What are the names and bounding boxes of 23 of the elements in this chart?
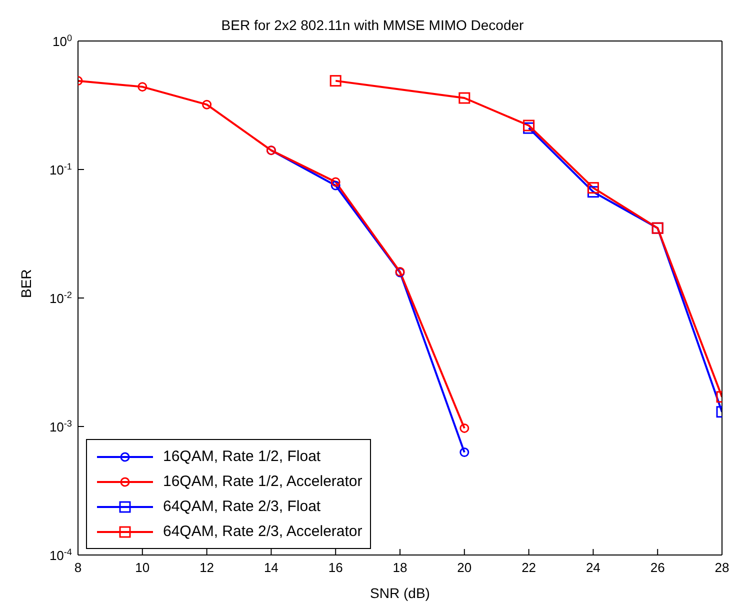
x-tick-label: 28 xyxy=(714,560,730,576)
y-tick-label: 10$^{-4}$ xyxy=(49,547,72,563)
legend-label: 16QAM, Rate 1/2, Float xyxy=(163,448,321,465)
x-tick-label: 16 xyxy=(328,560,343,576)
y-tick-label: 10$^{0}$ xyxy=(52,33,72,49)
x-tick-label: 18 xyxy=(392,560,408,576)
x-tick-label: 26 xyxy=(650,560,665,576)
x-tick-label: 20 xyxy=(457,560,472,576)
x-tick-label: 24 xyxy=(586,560,600,576)
x-tick-label: 14 xyxy=(264,560,278,576)
legend-label: 64QAM, Rate 2/3, Accelerator xyxy=(163,523,362,540)
y-axis-title: BER xyxy=(18,269,34,298)
y-tick-label: 10$^{-2}$ xyxy=(49,290,72,306)
x-axis-title: SNR (dB) xyxy=(370,585,430,601)
chart-title: BER for 2x2 802.11n with MMSE MIMO Decoder xyxy=(221,17,524,33)
legend-label: 64QAM, Rate 2/3, Float xyxy=(163,498,321,515)
x-tick-label: 12 xyxy=(200,560,214,576)
x-tick-label: 22 xyxy=(522,560,536,576)
x-tick-label: 8 xyxy=(74,560,82,576)
y-tick-label: 10$^{-3}$ xyxy=(49,418,72,434)
legend-label: 16QAM, Rate 1/2, Accelerator xyxy=(163,473,362,490)
x-tick-label: 10 xyxy=(135,560,150,576)
y-tick-label: 10$^{-1}$ xyxy=(49,162,72,178)
